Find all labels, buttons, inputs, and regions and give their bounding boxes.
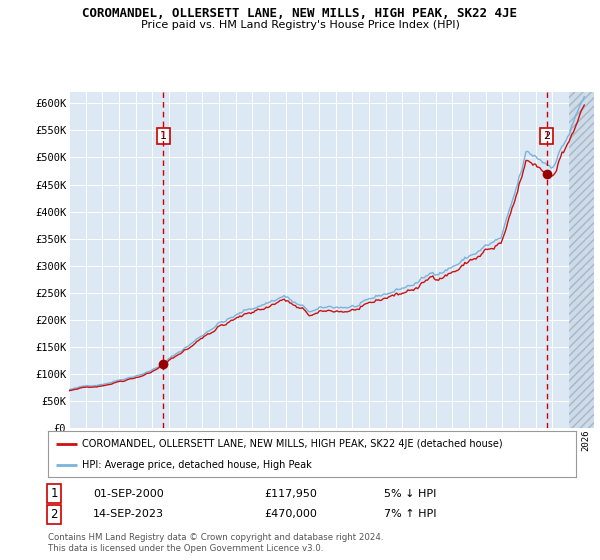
Text: 01-SEP-2000: 01-SEP-2000: [93, 489, 164, 499]
Text: 1: 1: [160, 131, 167, 141]
Text: 5% ↓ HPI: 5% ↓ HPI: [384, 489, 436, 499]
Text: £117,950: £117,950: [264, 489, 317, 499]
Text: 14-SEP-2023: 14-SEP-2023: [93, 509, 164, 519]
Text: This data is licensed under the Open Government Licence v3.0.: This data is licensed under the Open Gov…: [48, 544, 323, 553]
Text: 2: 2: [50, 507, 58, 521]
Text: 2: 2: [543, 131, 550, 141]
Text: COROMANDEL, OLLERSETT LANE, NEW MILLS, HIGH PEAK, SK22 4JE (detached house): COROMANDEL, OLLERSETT LANE, NEW MILLS, H…: [82, 438, 503, 449]
Text: 1: 1: [50, 487, 58, 501]
Text: £470,000: £470,000: [264, 509, 317, 519]
Text: Price paid vs. HM Land Registry's House Price Index (HPI): Price paid vs. HM Land Registry's House …: [140, 20, 460, 30]
Polygon shape: [569, 92, 594, 428]
Text: COROMANDEL, OLLERSETT LANE, NEW MILLS, HIGH PEAK, SK22 4JE: COROMANDEL, OLLERSETT LANE, NEW MILLS, H…: [83, 7, 517, 20]
Text: HPI: Average price, detached house, High Peak: HPI: Average price, detached house, High…: [82, 460, 312, 470]
Text: Contains HM Land Registry data © Crown copyright and database right 2024.: Contains HM Land Registry data © Crown c…: [48, 533, 383, 542]
Text: 7% ↑ HPI: 7% ↑ HPI: [384, 509, 437, 519]
